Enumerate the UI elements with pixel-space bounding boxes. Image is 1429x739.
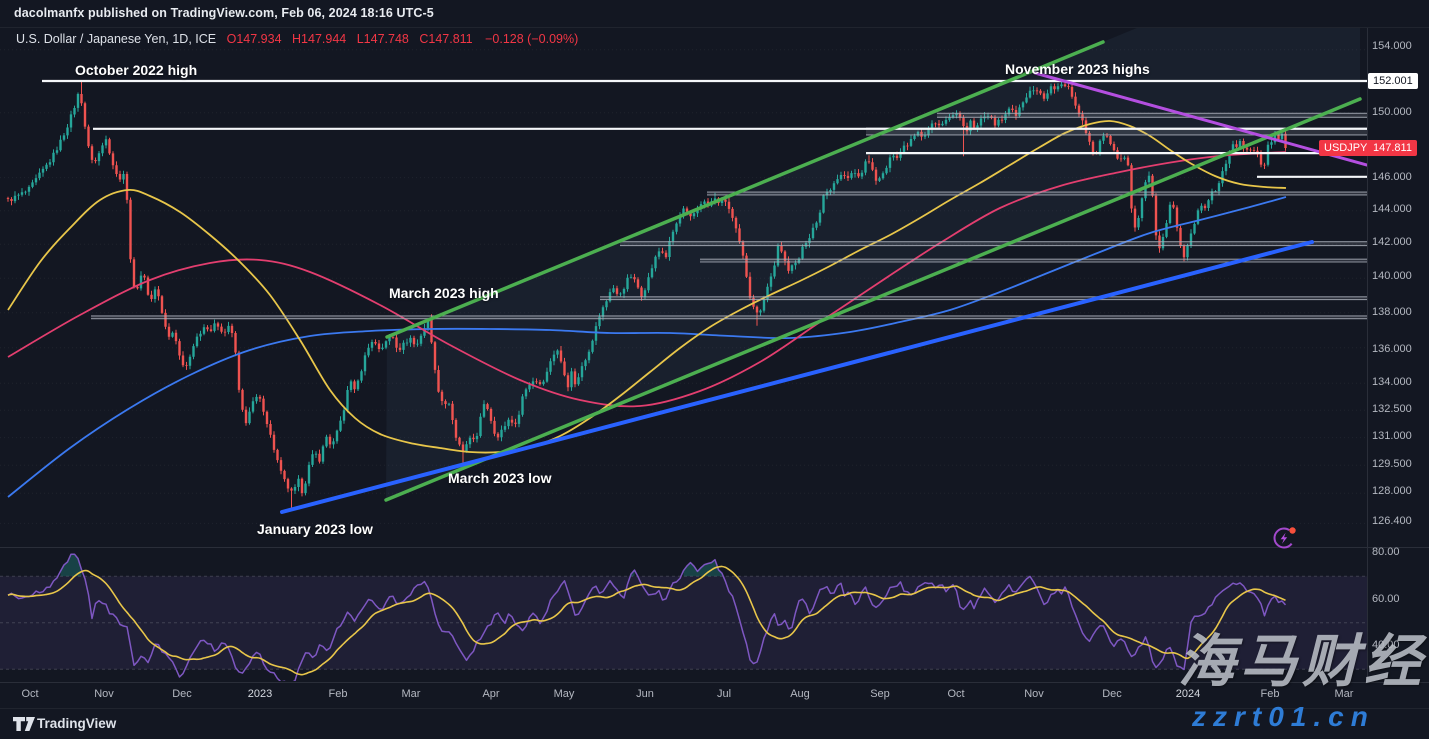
open-label: O (226, 32, 237, 46)
attribution-bar: dacolmanfx published on TradingView.com,… (14, 6, 434, 20)
ticker-price-label: USDJPY (1319, 140, 1373, 156)
time-axis-label: Dec (1102, 688, 1122, 700)
low-value: 147.748 (363, 32, 409, 46)
price-axis-label: 154.000 (1372, 40, 1412, 52)
trendline-channel-upper[interactable] (385, 40, 1105, 339)
time-axis-label: Apr (482, 688, 500, 700)
time-axis-label: Jul (716, 688, 732, 700)
price-axis-label: 144.000 (1372, 203, 1412, 215)
time-axis-label: Feb (1260, 688, 1280, 700)
price-axis-label: 128.000 (1372, 485, 1412, 497)
time-axis-label: Aug (790, 688, 810, 700)
attribution-text: dacolmanfx published on TradingView.com,… (14, 6, 434, 20)
flash-idea-icon[interactable] (1271, 524, 1298, 551)
close-label: C (419, 32, 429, 46)
rsi-pane[interactable] (0, 553, 1367, 683)
price-axis-label: 131.000 (1372, 430, 1412, 442)
time-axis-label: Oct (21, 688, 39, 700)
price-axis-label: 150.000 (1372, 106, 1412, 118)
low-label: L (356, 32, 364, 46)
annotation-march-2023-high: March 2023 high (389, 285, 499, 301)
footer-bar: TradingView (0, 709, 1429, 739)
price-axis-label: 136.000 (1372, 343, 1412, 355)
rsi-line (7, 553, 1287, 681)
high-value: 147.944 (301, 32, 347, 46)
ma-200-line (7, 196, 1287, 498)
symbol-header[interactable]: U.S. Dollar / Japanese Yen, 1D, ICE O147… (16, 32, 578, 46)
price-axis-label: 142.000 (1372, 236, 1412, 248)
time-axis-label: Feb (328, 688, 348, 700)
time-axis-label: Nov (1024, 688, 1044, 700)
lightning-bolt-icon (1280, 532, 1288, 544)
time-axis-label: May (553, 688, 575, 700)
trendline-down-resist[interactable] (1033, 71, 1367, 167)
time-axis-label: Sep (870, 688, 890, 700)
symbol-title: U.S. Dollar / Japanese Yen, 1D, ICE (16, 32, 217, 46)
price-axis-label: 146.000 (1372, 171, 1412, 183)
time-axis-label: Oct (947, 688, 965, 700)
rsi-axis-label: 60.00 (1372, 593, 1400, 605)
close-value: 147.811 (428, 32, 473, 46)
time-axis-label: Nov (94, 688, 114, 700)
price-axis-label: 126.400 (1372, 515, 1412, 527)
tradingview-brand-text[interactable]: TradingView (37, 716, 117, 731)
annotation-january-2023-low: January 2023 low (257, 521, 373, 537)
price-axis-label: 134.000 (1372, 376, 1412, 388)
flash-circle (1273, 527, 1295, 549)
time-axis-label: Mar (401, 688, 421, 700)
annotation-march-2023-low: March 2023 low (448, 470, 552, 486)
time-axis[interactable]: Oct Nov Dec 2023 Feb Mar Apr May Jun Jul Aug Sep Oct… (0, 683, 1367, 708)
level-price-badge: 152.001 (1368, 73, 1418, 89)
trendline-long-support[interactable] (280, 240, 1314, 514)
candle-bodies-up (13, 84, 1284, 494)
time-axis-label: 2023 (247, 688, 273, 700)
annotation-october-2022-high: October 2022 high (75, 62, 198, 78)
time-axis-label: 2024 (1175, 688, 1201, 700)
time-axis-label: Dec (172, 688, 192, 700)
price-axis-label: 140.000 (1372, 270, 1412, 282)
notification-dot (1289, 527, 1296, 534)
time-axis-label: Jun (636, 688, 654, 700)
watermark-site-text: zzrt01.cn (1192, 701, 1375, 732)
watermark-chinese-text: 海马财经 (1178, 630, 1426, 694)
rsi-axis-label: 80.00 (1372, 546, 1400, 558)
open-value: 147.934 (236, 32, 282, 46)
trendline-channel-lower[interactable] (384, 97, 1362, 502)
main-pane[interactable] (0, 0, 1367, 524)
rsi-ma-line (7, 565, 1286, 676)
annotation-november-2023-highs: November 2023 highs (1005, 61, 1150, 77)
price-axis-label: 129.500 (1372, 458, 1412, 470)
price-axis[interactable]: 154.000 150.000 146.000 144.000 142.000 140.0… (1368, 28, 1429, 682)
price-axis-label: 132.500 (1372, 403, 1412, 415)
time-axis-label: Mar (1334, 688, 1354, 700)
tradingview-logo-icon[interactable] (13, 717, 36, 733)
price-axis-label: 138.000 (1372, 306, 1412, 318)
ma-100-line (7, 151, 1287, 408)
last-price-badge: 147.811 (1368, 140, 1417, 156)
high-label: H (292, 32, 302, 46)
rsi-axis-label: 40.00 (1372, 639, 1400, 651)
ma-50-line (7, 120, 1287, 454)
change-value: −0.128 (−0.09%) (485, 32, 579, 46)
